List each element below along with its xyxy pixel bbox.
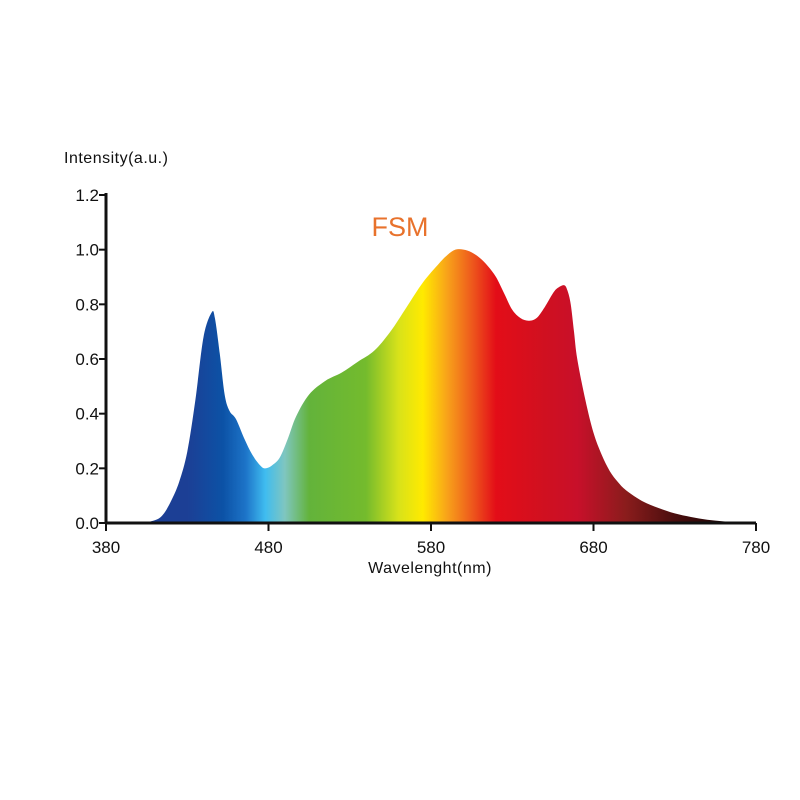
y-tick-label: 0.6 <box>75 350 99 369</box>
x-tick-label: 480 <box>254 538 282 557</box>
x-tick-label: 380 <box>92 538 120 557</box>
x-axis-ticks: 380 480 580 680 780 <box>92 523 770 557</box>
y-tick-label: 0.0 <box>75 514 99 533</box>
spectrum-area <box>106 249 756 523</box>
y-axis-title: Intensity(a.u.) <box>64 150 168 167</box>
x-tick-label: 680 <box>579 538 607 557</box>
y-tick-label: 0.8 <box>75 295 99 314</box>
x-tick-label: 780 <box>742 538 770 557</box>
y-tick-label: 1.2 <box>75 186 99 205</box>
x-axis-title: Wavelenght(nm) <box>368 560 492 577</box>
y-tick-label: 1.0 <box>75 241 99 260</box>
y-tick-label: 0.4 <box>75 405 99 424</box>
y-axis-ticks: 0.0 0.2 0.4 0.6 0.8 1.0 1.2 <box>75 186 106 533</box>
x-tick-label: 580 <box>417 538 445 557</box>
chart-title: FSM <box>372 212 429 242</box>
y-tick-label: 0.2 <box>75 459 99 478</box>
